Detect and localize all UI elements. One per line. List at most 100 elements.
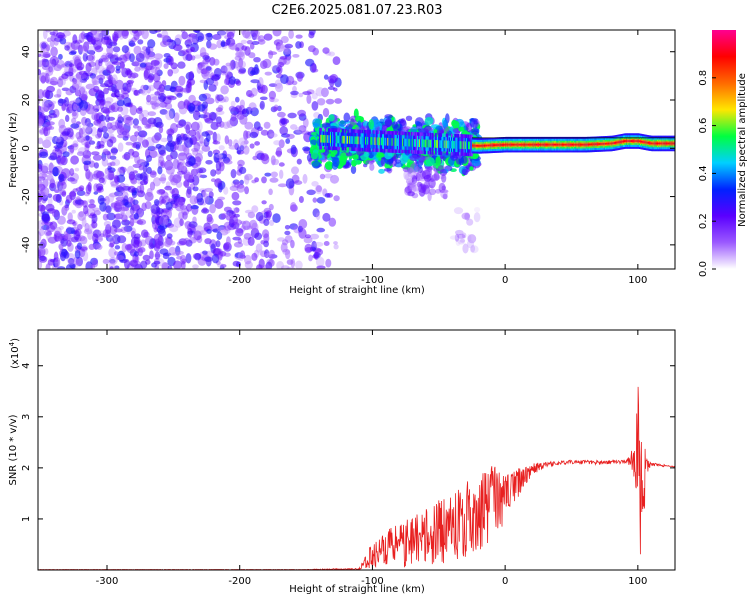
spectrogram-cell	[399, 154, 408, 165]
x-tick-label: 100	[628, 275, 647, 286]
spectrogram-cell	[38, 89, 44, 99]
spectrogram-cell	[228, 105, 236, 112]
spectrogram-cell	[154, 66, 161, 76]
spectrogram-cell	[225, 62, 232, 67]
spectrogram-cell	[149, 30, 158, 34]
spectrogram-cell	[435, 125, 443, 131]
spectrogram-cell	[205, 160, 213, 165]
spectrogram-cell	[194, 30, 200, 33]
spectrogram-cell	[279, 118, 290, 125]
spectrogram-cell	[284, 230, 291, 236]
spectrogram-cell	[290, 204, 298, 212]
spectrogram-cell	[71, 83, 80, 91]
spectrogram-cell	[333, 87, 338, 92]
spectrogram-cell	[80, 200, 87, 205]
spectrogram-cell	[72, 78, 80, 88]
spectrogram-cell	[72, 78, 78, 85]
spectrogram-cell	[141, 30, 149, 40]
spectrogram-cell	[259, 100, 265, 110]
spectrogram-cell	[191, 121, 200, 132]
spectrogram-cell	[76, 242, 83, 250]
spectrogram-cell	[41, 213, 51, 224]
spectrogram-cell	[264, 249, 270, 259]
spectrogram-cell	[109, 266, 114, 269]
spectrogram-cell	[81, 90, 88, 97]
spectrogram-cell	[239, 179, 244, 185]
spectrogram-cell	[241, 220, 251, 231]
spectrogram-cell	[42, 99, 49, 107]
spectrogram-cell	[185, 39, 194, 43]
spectrogram-cell	[281, 239, 289, 246]
spectrogram-cell	[312, 208, 320, 218]
spectrogram-cell	[251, 179, 257, 184]
spectrogram-cell	[82, 122, 93, 132]
spectrogram-cell	[298, 196, 304, 203]
spectrogram-cell	[277, 111, 286, 118]
spectrogram-cell	[71, 109, 79, 120]
spectrogram-cell	[106, 64, 115, 74]
spectrogram-cell	[45, 231, 53, 236]
spectrogram-cell	[295, 41, 302, 49]
spectrogram-cell	[117, 106, 124, 112]
spectrogram-cell	[148, 93, 158, 104]
spectrogram-cell	[215, 160, 222, 171]
spectrogram-cell	[38, 220, 44, 230]
spectrogram-cell	[286, 266, 296, 269]
spectrogram-cell	[50, 46, 58, 57]
spectrogram-cell	[53, 251, 59, 262]
spectrogram-cell	[85, 72, 93, 77]
spectrogram-cell	[218, 182, 223, 193]
spectrogram-cell	[104, 97, 114, 104]
spectrogram-cell	[312, 47, 320, 56]
spectrogram-cell	[121, 242, 128, 253]
spectrogram-cell	[97, 122, 103, 129]
spectrogram-cell	[105, 60, 112, 68]
spectrogram-cell	[145, 235, 154, 246]
spectrogram-cell	[104, 100, 112, 107]
spectrogram-cell	[52, 49, 57, 57]
spectrogram-cell	[98, 144, 105, 149]
spectrogram-cell	[185, 44, 191, 49]
spectrogram-cell	[164, 160, 174, 171]
spectrogram-cell	[41, 103, 50, 111]
spectrogram-cell	[214, 198, 224, 209]
spectrogram-cell	[153, 53, 163, 60]
spectrogram-cell	[296, 158, 302, 165]
spectrogram-cell	[263, 218, 270, 226]
spectrogram-cell	[166, 39, 174, 43]
spectrogram-cell	[207, 150, 213, 157]
colorbar-tick-label: 0.0	[698, 261, 709, 277]
spectrogram-cell	[245, 130, 251, 139]
spectrogram-cell	[322, 47, 330, 54]
spectrogram-cell	[51, 209, 60, 218]
spectrogram-cell	[185, 48, 193, 53]
x-tick-label: 0	[502, 275, 508, 286]
spectrogram-cell	[152, 177, 161, 187]
spectrogram-cell	[110, 148, 119, 154]
spectrogram-cell	[76, 190, 86, 196]
spectrogram-cell	[280, 74, 289, 85]
spectrogram-cell	[268, 259, 275, 267]
x-tick-label: 100	[628, 576, 647, 587]
spectrogram-cell	[168, 108, 176, 119]
spectrogram-cell	[72, 34, 78, 44]
spectrogram-cell	[244, 209, 253, 214]
spectrogram-cell	[169, 225, 179, 233]
spectrogram-cell	[319, 173, 326, 180]
spectrogram-cell	[157, 166, 163, 175]
spectrogram-cell	[212, 149, 220, 155]
spectrogram-cell	[85, 168, 91, 180]
spectrogram-cell	[160, 137, 169, 143]
spectrogram-cell	[131, 61, 140, 67]
spectrogram-cell	[238, 137, 247, 146]
spectrogram-cell	[328, 51, 335, 57]
spectrogram-cell	[78, 211, 85, 218]
spectrogram-cell	[88, 204, 95, 209]
spectrogram-cell	[213, 58, 220, 66]
spectrogram-cell	[279, 126, 289, 135]
spectrogram-cell	[312, 254, 319, 259]
spectrogram-cell	[68, 191, 77, 196]
spectrogram-cell	[145, 46, 151, 56]
spectrogram-cell	[164, 185, 173, 191]
